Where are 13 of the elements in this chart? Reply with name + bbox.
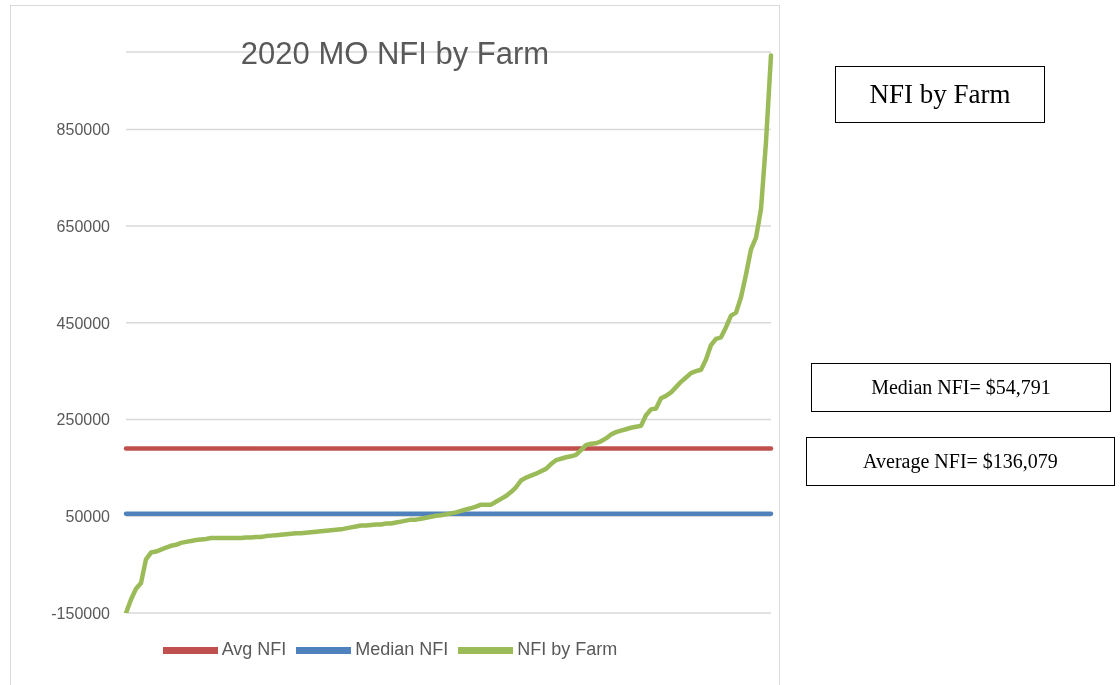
y-tick-label: 250000 xyxy=(56,411,111,429)
y-tick-label: 450000 xyxy=(56,314,111,332)
y-tick-label: 50000 xyxy=(65,507,111,525)
y-tick-label: -150000 xyxy=(51,604,111,622)
text: Average NFI= $136,079 xyxy=(806,437,1115,486)
legend-label: Avg NFI xyxy=(221,639,287,660)
y-tick-label: 650000 xyxy=(56,217,111,235)
chart-title: 2020 MO NFI by Farm xyxy=(239,36,551,72)
y-tick-label: 850000 xyxy=(56,121,111,139)
text: NFI by Farm xyxy=(835,66,1045,123)
legend-label: Median NFI xyxy=(355,639,449,660)
text: Median NFI= $54,791 xyxy=(811,363,1111,412)
legend-label: NFI by Farm xyxy=(517,639,618,660)
